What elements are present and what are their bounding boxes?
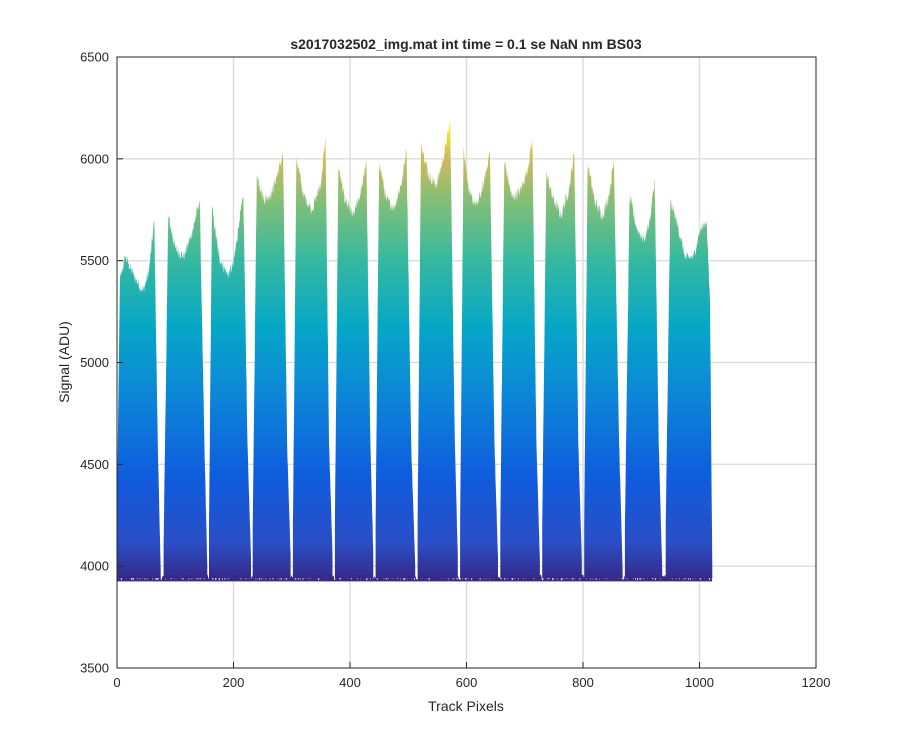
y-tick-label: 5500	[80, 253, 109, 268]
y-axis-label: Signal (ADU)	[56, 321, 72, 403]
x-tick-label: 1000	[685, 675, 714, 690]
signal-pulse-12	[584, 160, 623, 579]
y-tick-label: 6000	[80, 151, 109, 166]
signal-pulse-1	[117, 219, 161, 579]
signal-pulse-11	[542, 152, 582, 579]
data-series-layer	[117, 121, 713, 582]
y-tick-label: 6500	[80, 50, 109, 65]
signal-pulse-3	[209, 197, 251, 579]
x-tick-label: 1200	[802, 675, 831, 690]
chart-title: s2017032502_img.mat int time = 0.1 se Na…	[290, 36, 642, 52]
x-axis-ticks: 0 200 400 600 800 1000 1200	[113, 662, 830, 690]
y-tick-label: 5000	[80, 355, 109, 370]
x-tick-label: 0	[113, 675, 120, 690]
signal-pulse-8	[417, 121, 458, 579]
y-tick-label: 3500	[80, 661, 109, 676]
x-tick-label: 200	[223, 675, 245, 690]
x-tick-label: 600	[456, 675, 478, 690]
signal-pulse-14	[665, 199, 713, 579]
signal-pulse-4	[252, 153, 291, 579]
x-tick-label: 400	[339, 675, 361, 690]
signal-pulse-6	[334, 158, 374, 579]
signal-pulse-5	[292, 138, 333, 579]
x-tick-label: 800	[572, 675, 594, 690]
y-tick-label: 4000	[80, 559, 109, 574]
signal-pulse-13	[624, 179, 663, 579]
baseline-noise	[117, 574, 713, 582]
signal-pulse-10	[500, 138, 540, 579]
x-axis-label: Track Pixels	[428, 698, 504, 714]
y-tick-label: 4500	[80, 457, 109, 472]
signal-pulse-7	[375, 146, 416, 579]
signal-pulse-2	[163, 199, 208, 579]
y-axis-ticks: 3500 4000 4500 5000 5500 6000 6500	[80, 50, 123, 676]
signal-pulse-9	[460, 146, 498, 579]
